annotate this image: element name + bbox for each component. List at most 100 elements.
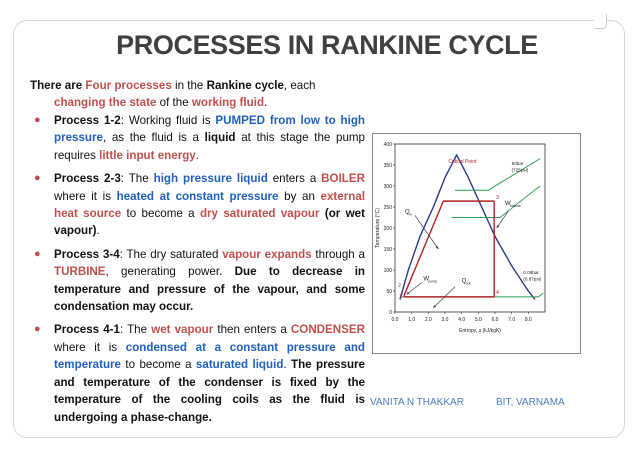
high-pressure-label: 50bar	[512, 161, 524, 166]
process-text: PUMPED from low to high pressure	[54, 114, 365, 145]
w-pump-arrow	[406, 282, 422, 295]
process-text: Due to decrease in temperature and press…	[54, 265, 365, 314]
x-tick-label: 6.0	[492, 317, 499, 323]
w-turbine-arrow-head	[496, 225, 500, 228]
w-pump-arrow-head	[406, 291, 410, 295]
x-tick-label: 7.0	[508, 317, 515, 323]
saturation-dome	[399, 154, 544, 300]
high-pressure-psi-label: (725psi)	[512, 167, 529, 172]
process-text: .	[96, 224, 100, 238]
process-text: enters a	[267, 172, 322, 186]
q-in-sub-label: in	[409, 212, 412, 216]
q-out-arrow	[433, 286, 456, 309]
process-list: ● Process 1-2: Working fluid is PUMPED f…	[30, 112, 365, 432]
process-item: ● Process 3-4: The dry saturated vapour …	[30, 246, 365, 316]
x-tick-label: 3.0	[442, 317, 449, 323]
process-text: external heat source	[54, 189, 365, 221]
y-axis-label: Temperature (°C)	[375, 208, 381, 248]
process-text: where it is	[54, 340, 126, 354]
intro-text: in the	[171, 79, 207, 92]
process-text: : The	[119, 323, 152, 337]
process-text: vapour expands	[222, 247, 312, 261]
y-tick-label: 100	[384, 268, 393, 274]
process-item: ● Process 2-3: The high pressure liquid …	[30, 170, 365, 240]
saturation-dome-curve	[399, 154, 536, 300]
y-tick-label: 50	[386, 289, 392, 295]
state-2-label: 2	[398, 283, 401, 289]
x-axis-label: Entropy, s (kJ/kgK)	[459, 328, 501, 334]
bullet-icon: ●	[34, 172, 41, 185]
intro-text: There are	[30, 79, 86, 92]
page-title: PROCESSES IN RANKINE CYCLE	[116, 30, 538, 60]
w-pump-label: W	[423, 277, 429, 283]
process-label: Process 2-3	[54, 172, 121, 186]
intro-text: working fluid	[191, 96, 265, 109]
bullet-icon: ●	[34, 323, 41, 336]
process-text: (or wet vapour)	[54, 207, 365, 238]
w-turbine-arrow	[496, 211, 509, 229]
process-text: wet vapour	[151, 323, 214, 337]
q-out-sub-label: out	[466, 282, 471, 286]
process-text: little input energy	[99, 148, 196, 162]
process-text: liquid	[204, 131, 236, 145]
w-turbine-sub-label: turbine	[510, 204, 521, 208]
process-text: The pressure and temperature of the cond…	[54, 358, 365, 424]
process-text: to become a	[121, 358, 196, 372]
process-text: at this stage the pump requires	[54, 131, 366, 162]
y-tick-label: 200	[384, 226, 393, 232]
footer-author: VANITA N THAKKAR	[370, 397, 464, 408]
process-text: CONDENSER	[290, 323, 366, 337]
process-label: Process 1-2	[54, 114, 121, 127]
process-item: ● Process 4-1: The wet vapour then enter…	[30, 321, 365, 425]
intro-text: Four processes	[85, 79, 172, 92]
w-turbine-label: W	[505, 201, 511, 207]
y-tick-label: 300	[384, 184, 393, 190]
process-text: through a	[311, 247, 365, 261]
y-tick-label: 350	[384, 163, 393, 169]
process-text: where it is	[54, 189, 117, 203]
isobar-high-upper	[455, 158, 541, 191]
state-1-label: 1	[399, 294, 402, 300]
process-text: high pressure liquid	[153, 172, 268, 186]
bullet-icon: ●	[34, 114, 41, 126]
footer-institution: BIT, VARNAMA	[496, 397, 565, 408]
process-text: : The	[120, 172, 154, 186]
intro-text: , each	[283, 79, 316, 92]
axis-ticks: 0 50 100 150 200 250 300 350 400 0.0 1.0 2.0 3.0 4.0 5…	[384, 142, 532, 323]
process-item: ● Process 1-2: Working fluid is PUMPED f…	[30, 112, 365, 164]
intro-text: Rankine cycle	[206, 79, 284, 92]
process-label: Process 3-4	[54, 247, 120, 261]
process-text: by an	[278, 189, 321, 203]
state-3-label: 3	[496, 195, 499, 201]
x-tick-label: 2.0	[425, 317, 432, 323]
state-4-label: 4	[496, 290, 499, 296]
y-tick-label: 0	[389, 310, 392, 316]
y-tick-label: 150	[384, 247, 393, 253]
y-tick-label: 250	[384, 205, 393, 211]
low-pressure-label: 0.06bar	[523, 270, 539, 275]
process-text: , generating power.	[105, 265, 235, 279]
process-text: then enters a	[213, 323, 291, 337]
process-text: to become a	[121, 207, 200, 221]
process-text: .	[195, 148, 199, 162]
cycle-process-2-3	[403, 200, 495, 296]
critical-point-label: Critical Point	[448, 159, 477, 165]
q-out-label: Q	[462, 279, 467, 285]
bullet-icon: ●	[34, 247, 41, 260]
process-text: dry saturated vapour	[199, 207, 320, 221]
x-tick-label: 8.0	[525, 317, 532, 323]
q-in-arrow-head	[435, 246, 439, 249]
rankine-cycle	[403, 200, 509, 309]
process-text: , as the fluid is a	[102, 131, 205, 145]
diagram-labels: Entropy, s (kJ/kgK) Temperature (°C) Criti…	[375, 159, 542, 334]
intro-text: of the	[156, 96, 192, 109]
x-tick-label: 0.0	[392, 317, 399, 323]
x-tick-label: 5.0	[475, 317, 482, 323]
process-text: : Working fluid is	[120, 114, 216, 127]
ts-diagram: 0 50 100 150 200 250 300 350 400 0.0 1.0 2.0 3.0 4.0 5…	[372, 133, 581, 354]
process-label: Process 4-1	[54, 323, 120, 337]
process-text: : The dry saturated	[119, 247, 223, 261]
isobar-mid	[451, 185, 541, 218]
process-text: heated at constant pressure	[116, 189, 279, 203]
x-tick-label: 1.0	[408, 317, 415, 323]
